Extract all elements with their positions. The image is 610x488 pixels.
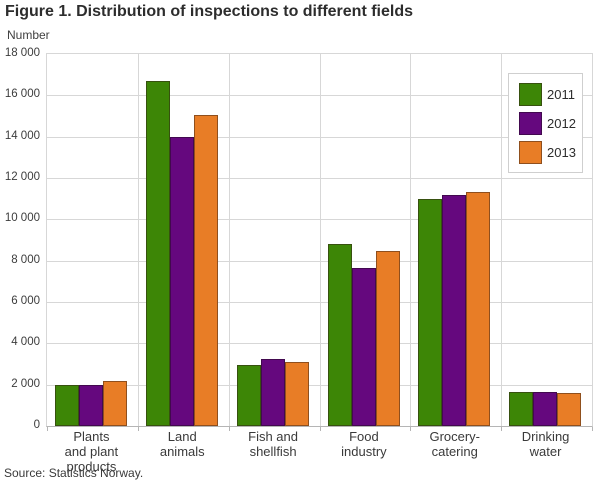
x-category-label: Fish and shellfish xyxy=(248,429,298,459)
bar-2013-1 xyxy=(103,381,127,426)
bar-2012-3 xyxy=(260,359,285,426)
legend-label: 2012 xyxy=(547,116,576,131)
bar-2011-1 xyxy=(55,385,79,426)
y-tick-label: 6 000 xyxy=(11,295,40,307)
y-tick-label: 16 000 xyxy=(4,88,40,101)
x-category-label: Grocery- catering xyxy=(429,429,481,459)
bar-2013-4 xyxy=(375,251,400,426)
bar-2012-6 xyxy=(533,392,558,426)
y-tick-label: 8 000 xyxy=(11,253,40,266)
bar-2012-4 xyxy=(351,268,376,426)
x-axis-tick xyxy=(410,427,412,431)
legend-swatch-2012 xyxy=(519,112,542,135)
legend-item-2011: 2011 xyxy=(519,83,582,106)
x-axis-tick xyxy=(228,427,230,431)
x-axis-tick xyxy=(137,427,139,431)
source-note: Source: Statistics Norway. xyxy=(4,466,144,480)
legend-swatch-2011 xyxy=(519,83,542,106)
x-axis-tick xyxy=(592,427,593,431)
chart-title: Figure 1. Distribution of inspections to… xyxy=(5,3,414,20)
bar-2013-2 xyxy=(193,115,218,426)
x-axis-tick xyxy=(319,427,321,431)
x-axis-tick xyxy=(47,427,48,431)
bar-2013-6 xyxy=(557,393,582,426)
x-gridline xyxy=(319,54,321,426)
y-tick-label: 2 000 xyxy=(11,377,40,390)
bar-2012-1 xyxy=(79,385,103,426)
y-tick-label: 0 xyxy=(33,419,40,431)
bar-2011-5 xyxy=(418,199,443,426)
bar-2011-4 xyxy=(327,244,352,426)
x-category-label: Drinking water xyxy=(521,429,570,459)
y-axis-unit-label: Number xyxy=(7,28,50,42)
legend-item-2012: 2012 xyxy=(519,112,582,135)
x-category-label: Food industry xyxy=(341,429,387,459)
bar-2011-6 xyxy=(509,392,534,426)
x-category-label: Plants and plant products xyxy=(64,429,119,474)
plot-area xyxy=(46,53,593,431)
bar-2013-5 xyxy=(466,192,491,426)
legend: 2011 2012 2013 xyxy=(508,73,583,173)
bar-2011-2 xyxy=(145,81,170,426)
legend-label: 2011 xyxy=(547,87,575,102)
y-tick-label: 18 000 xyxy=(4,47,40,59)
y-tick-label: 4 000 xyxy=(11,336,40,349)
x-gridline xyxy=(137,54,139,426)
legend-swatch-2013 xyxy=(519,141,542,164)
x-axis-tick xyxy=(501,427,503,431)
x-gridline xyxy=(228,54,230,426)
bar-2012-2 xyxy=(169,137,194,426)
x-gridline xyxy=(410,54,412,426)
x-category-label: Land animals xyxy=(159,429,205,459)
legend-item-2013: 2013 xyxy=(519,141,582,164)
legend-label: 2013 xyxy=(547,145,576,160)
y-tick-label: 12 000 xyxy=(4,171,40,183)
bar-2013-3 xyxy=(284,362,309,426)
bar-2011-3 xyxy=(236,365,261,426)
y-tick-label: 10 000 xyxy=(4,212,40,225)
y-tick-label: 14 000 xyxy=(4,129,40,142)
x-gridline xyxy=(501,54,503,426)
bar-2012-5 xyxy=(442,195,467,426)
